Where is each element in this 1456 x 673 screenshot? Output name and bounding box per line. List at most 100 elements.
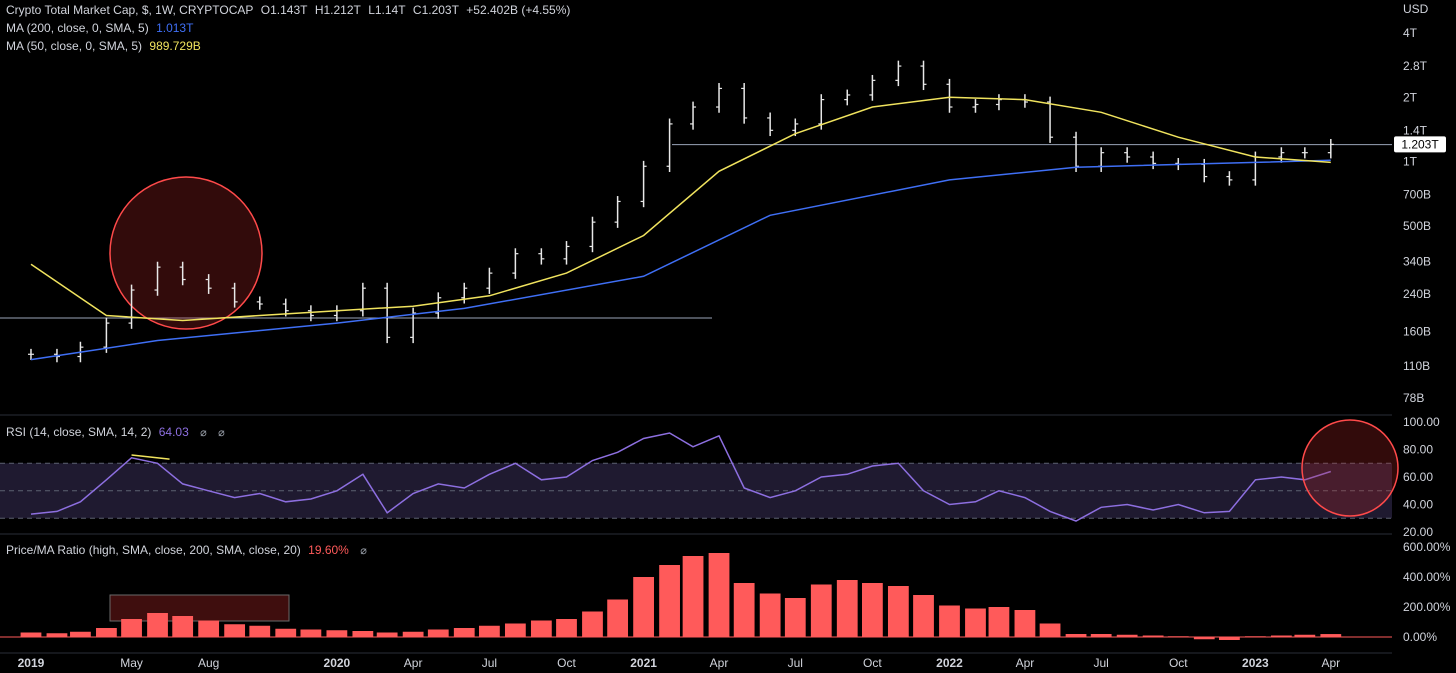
ratio-axis-tick-label: 400.00% bbox=[1403, 570, 1451, 584]
rsi-line bbox=[30, 432, 1332, 522]
ratio-bar bbox=[556, 619, 577, 637]
rsi-highlight-circle bbox=[1301, 419, 1399, 517]
currency-label: USD bbox=[1403, 2, 1429, 16]
price-axis-tick-label: 110B bbox=[1403, 359, 1430, 373]
time-axis-tick-label: Apr bbox=[1321, 656, 1340, 670]
hidden-eye-icon[interactable]: ⌀ bbox=[200, 427, 207, 439]
ratio-bar bbox=[1320, 634, 1342, 637]
time-axis-tick-label: Oct bbox=[557, 656, 576, 670]
price-axis-tick-label: 160B bbox=[1403, 324, 1431, 338]
ratio-bar bbox=[836, 580, 858, 637]
ratio-bar bbox=[1090, 634, 1112, 637]
ratio-bar bbox=[939, 605, 960, 637]
ratio-bar bbox=[1244, 636, 1266, 638]
hidden-eye-icon[interactable]: ⌀ bbox=[218, 427, 225, 439]
ratio-legend[interactable]: Price/MA Ratio (high, SMA, close, 200, S… bbox=[6, 543, 371, 557]
time-axis-tick-label: Aug bbox=[198, 656, 219, 670]
ratio-bar bbox=[965, 608, 986, 637]
ratio-label: Price/MA Ratio (high, SMA, close, 200, S… bbox=[6, 543, 301, 557]
ratio-bar bbox=[1167, 636, 1189, 638]
hidden-eye-icon[interactable]: ⌀ bbox=[360, 545, 367, 557]
ratio-bar bbox=[1142, 635, 1164, 637]
ratio-bar bbox=[224, 624, 246, 637]
time-axis-tick-label: Apr bbox=[710, 656, 729, 670]
ratio-bar bbox=[1116, 634, 1138, 637]
ratio-value: 19.60% bbox=[308, 543, 349, 557]
ma200-legend[interactable]: MA (200, close, 0, SMA, 5) 1.013T bbox=[6, 21, 197, 35]
ratio-bar bbox=[633, 577, 654, 637]
ratio-bar bbox=[1294, 634, 1316, 637]
rsi-axis-tick-label: 40.00 bbox=[1403, 498, 1433, 512]
last-price-tag bbox=[1394, 136, 1446, 153]
rsi-value: 64.03 bbox=[158, 425, 189, 439]
ratio-bar bbox=[453, 628, 475, 637]
ratio-bar bbox=[427, 629, 449, 637]
change-value: +52.402B (+4.55%) bbox=[466, 3, 571, 17]
ratio-bar bbox=[326, 630, 348, 637]
high-value: H1.212T bbox=[314, 3, 361, 17]
ratio-bar bbox=[659, 565, 680, 637]
ratio-axis-tick-label: 200.00% bbox=[1403, 600, 1451, 614]
price-axis-tick-label: 700B bbox=[1403, 188, 1431, 202]
symbol-title: Crypto Total Market Cap, $, 1W, CRYPTOCA… bbox=[6, 3, 254, 17]
ratio-bar bbox=[810, 584, 832, 637]
time-axis-tick-label: Apr bbox=[1016, 656, 1035, 670]
ratio-bar bbox=[733, 583, 755, 637]
ratio-highlight-box bbox=[109, 594, 290, 622]
last-price-label: 1.203T bbox=[1401, 137, 1439, 151]
ratio-bar bbox=[682, 556, 704, 637]
ratio-bar bbox=[504, 623, 526, 637]
ma50-line bbox=[30, 96, 1331, 322]
ratio-bar bbox=[46, 633, 68, 637]
ratio-bar bbox=[582, 611, 603, 637]
rsi-axis-tick-label: 60.00 bbox=[1403, 470, 1433, 484]
ratio-bar bbox=[887, 586, 909, 637]
low-value: L1.14T bbox=[368, 3, 406, 17]
ma50-label: MA (50, close, 0, SMA, 5) bbox=[6, 39, 143, 53]
ratio-bar bbox=[70, 631, 91, 637]
price-axis-tick-label: 240B bbox=[1403, 287, 1431, 301]
highlight-circle bbox=[109, 176, 263, 330]
ma50-value: 989.729B bbox=[149, 39, 201, 53]
ratio-bar bbox=[172, 616, 194, 637]
ratio-bar bbox=[147, 613, 168, 637]
price-axis-tick-label: 4T bbox=[1403, 26, 1418, 40]
ma50-legend[interactable]: MA (50, close, 0, SMA, 5) 989.729B bbox=[6, 39, 205, 53]
ratio-bar bbox=[275, 628, 297, 637]
price-axis-tick-label: 78B bbox=[1403, 391, 1424, 405]
ma200-value: 1.013T bbox=[156, 21, 194, 35]
ratio-bar bbox=[607, 599, 629, 637]
time-axis-tick-label: 2020 bbox=[324, 656, 351, 670]
time-axis-tick-label: 2023 bbox=[1242, 656, 1269, 670]
time-axis-tick-label: Jul bbox=[788, 656, 803, 670]
price-axis-tick-label: 1.4T bbox=[1403, 123, 1428, 137]
ma200-label: MA (200, close, 0, SMA, 5) bbox=[6, 21, 149, 35]
ratio-bar bbox=[759, 593, 781, 637]
ratio-bar bbox=[479, 625, 500, 637]
time-axis-tick-label: Oct bbox=[1169, 656, 1188, 670]
ratio-bar bbox=[708, 553, 730, 637]
ratio-bar bbox=[988, 607, 1010, 637]
time-axis-tick-label: Jul bbox=[1094, 656, 1109, 670]
ratio-bar bbox=[784, 598, 806, 637]
ratio-bar bbox=[300, 629, 322, 637]
ratio-axis-tick-label: 600.00% bbox=[1403, 540, 1451, 554]
ratio-bar bbox=[96, 628, 117, 637]
rsi-legend[interactable]: RSI (14, close, SMA, 14, 2) 64.03 ⌀ ⌀ bbox=[6, 425, 229, 439]
time-axis-tick-label: May bbox=[120, 656, 143, 670]
price-legend: Crypto Total Market Cap, $, 1W, CRYPTOCA… bbox=[6, 3, 574, 17]
price-axis-tick-label: 2T bbox=[1403, 90, 1418, 104]
ratio-bar bbox=[1014, 610, 1036, 637]
ratio-bar bbox=[198, 620, 220, 637]
time-axis-tick-label: Oct bbox=[863, 656, 882, 670]
open-value: O1.143T bbox=[260, 3, 308, 17]
ratio-bar bbox=[20, 632, 42, 637]
ratio-bar bbox=[352, 631, 374, 637]
price-axis-tick-label: 340B bbox=[1403, 255, 1431, 269]
ratio-bar bbox=[1065, 634, 1087, 637]
ratio-bar bbox=[530, 620, 552, 637]
ratio-bar bbox=[1219, 637, 1240, 640]
ratio-bar bbox=[1039, 623, 1061, 637]
time-axis-tick-label: 2021 bbox=[630, 656, 657, 670]
